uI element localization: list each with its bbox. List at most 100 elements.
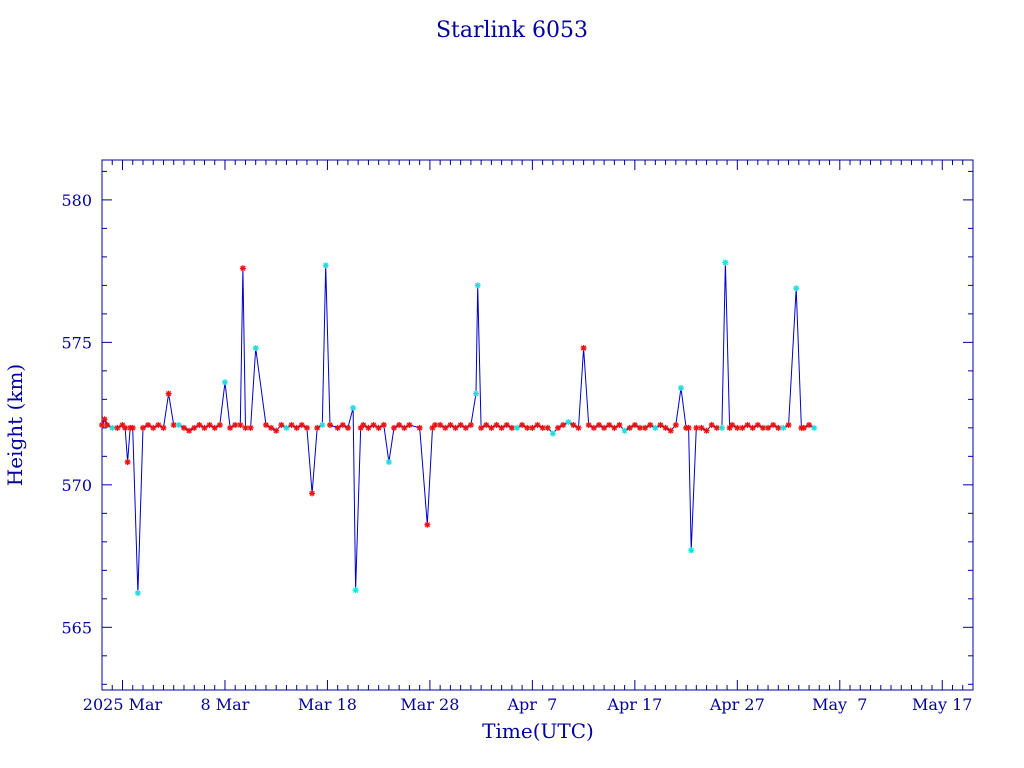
x-tick-label: Apr 17 bbox=[606, 695, 662, 714]
data-point-red bbox=[647, 422, 654, 428]
x-tick-label: May 7 bbox=[812, 695, 867, 714]
data-point-red bbox=[150, 424, 157, 431]
data-point-red bbox=[708, 422, 715, 428]
data-point-red bbox=[744, 422, 751, 428]
data-point-red bbox=[339, 422, 346, 428]
data-point-red bbox=[237, 422, 244, 428]
data-point-red bbox=[139, 424, 146, 431]
y-tick-label: 580 bbox=[61, 191, 92, 210]
data-point-red bbox=[303, 424, 310, 431]
data-point-red bbox=[575, 424, 582, 431]
data-point-red bbox=[662, 424, 669, 431]
data-point-red bbox=[580, 345, 587, 352]
data-point-red bbox=[170, 422, 177, 428]
data-point-cyan bbox=[474, 282, 481, 289]
data-point-cyan bbox=[283, 424, 290, 431]
data-point-red bbox=[401, 424, 408, 431]
data-point-red bbox=[278, 422, 285, 428]
y-tick-labels: 565 570 575 580 bbox=[61, 191, 92, 637]
data-point-cyan bbox=[621, 427, 628, 434]
data-point-red bbox=[268, 424, 275, 431]
data-point-red bbox=[667, 427, 674, 434]
data-point-red bbox=[298, 422, 305, 428]
data-point-red bbox=[447, 422, 454, 428]
data-point-red bbox=[242, 424, 249, 431]
data-point-red bbox=[800, 424, 807, 431]
y-tick-label: 565 bbox=[61, 618, 92, 637]
x-tick-label: Mar 18 bbox=[298, 695, 357, 714]
data-point-cyan bbox=[319, 422, 326, 428]
data-point-red bbox=[606, 422, 613, 428]
data-point-red bbox=[334, 424, 341, 431]
data-point-red bbox=[590, 424, 597, 431]
data-point-red bbox=[165, 390, 172, 397]
data-point-red bbox=[657, 422, 664, 428]
data-point-red bbox=[539, 424, 546, 431]
data-point-red bbox=[636, 424, 643, 431]
data-point-red bbox=[770, 422, 777, 428]
data-point-cyan bbox=[722, 259, 729, 266]
data-point-red bbox=[160, 424, 167, 431]
data-point-red bbox=[288, 422, 295, 428]
data-point-red bbox=[432, 422, 439, 428]
data-point-red bbox=[360, 422, 367, 428]
data-point-red bbox=[462, 424, 469, 431]
data-point-red bbox=[595, 422, 602, 428]
data-point-red bbox=[232, 422, 239, 428]
x-tick-label: Apr 27 bbox=[709, 695, 765, 714]
data-point-red bbox=[524, 424, 531, 431]
data-point-red bbox=[206, 422, 213, 428]
data-point-red bbox=[104, 422, 111, 428]
data-point-red bbox=[672, 422, 679, 428]
data-point-red bbox=[703, 427, 710, 434]
data-point-red bbox=[326, 422, 333, 428]
data-point-red bbox=[693, 424, 700, 431]
chart-title: Starlink 6053 bbox=[436, 18, 588, 43]
data-point-red bbox=[478, 424, 485, 431]
data-point-red bbox=[785, 422, 792, 428]
data-point-red bbox=[488, 424, 495, 431]
data-point-cyan bbox=[109, 424, 116, 431]
data-point-red bbox=[631, 422, 638, 428]
data-point-red bbox=[247, 424, 254, 431]
data-point-red bbox=[754, 422, 761, 428]
data-point-red bbox=[437, 422, 444, 428]
data-point-red bbox=[129, 424, 136, 431]
data-point-red bbox=[616, 422, 623, 428]
data-point-red bbox=[713, 424, 720, 431]
data-point-cyan bbox=[718, 424, 725, 431]
data-point-red bbox=[544, 424, 551, 431]
data-point-red bbox=[375, 424, 382, 431]
x-tick-label: May 17 bbox=[912, 695, 972, 714]
data-point-red bbox=[211, 424, 218, 431]
data-point-cyan bbox=[780, 424, 787, 431]
data-point-red bbox=[406, 422, 413, 428]
data-point-red bbox=[122, 424, 129, 431]
data-point-cyan bbox=[322, 262, 329, 269]
data-point-cyan bbox=[793, 285, 800, 292]
data-point-red bbox=[775, 424, 782, 431]
data-point-red bbox=[611, 424, 618, 431]
y-axis-label: Height (km) bbox=[3, 364, 27, 486]
data-point-red bbox=[191, 424, 198, 431]
data-point-cyan bbox=[134, 590, 141, 597]
data-point-red bbox=[560, 422, 567, 428]
x-tick-label: 8 Mar bbox=[201, 695, 250, 714]
data-point-red bbox=[554, 424, 561, 431]
data-point-red bbox=[749, 424, 756, 431]
data-point-red bbox=[642, 424, 649, 431]
data-point-red bbox=[186, 427, 193, 434]
axis-ticks bbox=[101, 160, 974, 690]
data-point-red bbox=[503, 422, 510, 428]
data-point-red bbox=[806, 422, 813, 428]
x-tick-labels: 2025 Mar 8 Mar Mar 18 Mar 28 Apr 7 Apr 17 Apr … bbox=[83, 695, 973, 714]
data-point-red bbox=[365, 424, 372, 431]
data-point-red bbox=[534, 422, 541, 428]
data-point-cyan bbox=[688, 547, 695, 554]
data-point-cyan bbox=[549, 430, 556, 437]
data-point-red bbox=[483, 422, 490, 428]
data-point-red bbox=[309, 490, 316, 497]
data-point-cyan bbox=[565, 419, 572, 426]
data-point-red bbox=[467, 422, 474, 428]
data-point-red bbox=[216, 422, 223, 428]
